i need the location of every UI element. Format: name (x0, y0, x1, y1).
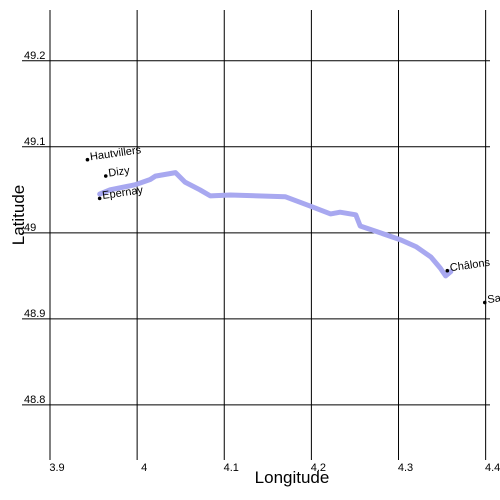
y-tick-label: 49 (24, 222, 36, 234)
y-axis-label: Latitude (9, 185, 28, 246)
y-tick-label: 48.8 (24, 394, 45, 406)
x-tick-label: 3.9 (49, 462, 64, 474)
city-label: Dizy (108, 165, 131, 180)
x-tick-label: 4.2 (311, 462, 326, 474)
y-tick-label: 49.1 (24, 136, 45, 148)
city-point (445, 268, 450, 273)
x-axis-label: Longitude (255, 468, 330, 487)
city-point (482, 300, 487, 305)
y-tick-label: 49.2 (24, 50, 45, 62)
city-point (103, 174, 108, 178)
city-point (85, 157, 90, 162)
city-label: Sa (487, 292, 500, 306)
city-label: Epernay (102, 184, 145, 202)
x-tick-label: 4 (141, 462, 147, 474)
y-tick-label: 48.9 (24, 308, 45, 320)
city-label: Châlons (449, 257, 491, 275)
route-line (97, 170, 454, 279)
x-tick-label: 4.1 (224, 462, 239, 474)
x-tick-label: 4.3 (398, 462, 413, 474)
x-tick-label: 4.4 (485, 462, 500, 474)
city-point (97, 196, 102, 201)
